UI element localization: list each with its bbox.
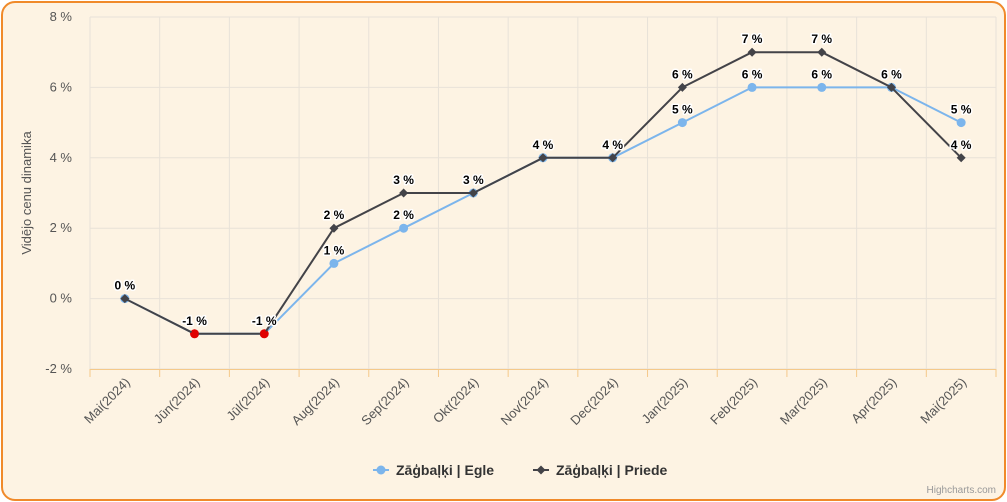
- data-point[interactable]: [956, 118, 966, 128]
- x-tick-label: Jūl(2024): [223, 375, 272, 424]
- x-tick-label: Apr(2025): [848, 375, 899, 426]
- data-label: 4 %: [602, 138, 623, 152]
- x-tick-label: Mai(2024): [81, 375, 133, 427]
- data-label: 5 %: [951, 103, 972, 117]
- data-labels: 1 % 2 % 5 % 6 % 6 % 5 % 0 % -1 % -1 % 2 % 3 % 3 % 4 …: [113, 31, 973, 330]
- series: [120, 47, 966, 339]
- x-tick-label: Okt(2024): [430, 375, 481, 426]
- data-point[interactable]: [677, 118, 687, 128]
- y-tick-label: 4 %: [50, 150, 73, 165]
- data-label: -1 %: [252, 314, 277, 328]
- x-tick-label: Mar(2025): [777, 375, 830, 428]
- data-label: 4 %: [951, 138, 972, 152]
- x-tick-label: Feb(2025): [707, 375, 760, 428]
- data-point[interactable]: [817, 82, 827, 92]
- data-label: 6 %: [742, 67, 763, 81]
- data-label: 6 %: [811, 67, 832, 81]
- legend-label[interactable]: Zāģbaļķi | Egle: [396, 462, 494, 478]
- y-tick-label: 6 %: [50, 79, 73, 94]
- data-label: 5 %: [672, 103, 693, 117]
- data-point[interactable]: [468, 188, 478, 198]
- x-axis: Mai(2024) Jūn(2024) Jūl(2024) Aug(2024) Sep(…: [81, 369, 997, 429]
- data-point[interactable]: [399, 188, 409, 198]
- series-line[interactable]: [124, 86, 962, 335]
- data-label: 2 %: [393, 208, 414, 222]
- data-label: 1 %: [324, 243, 345, 257]
- legend-label[interactable]: Zāģbaļķi | Priede: [556, 462, 668, 478]
- data-label: 7 %: [742, 32, 763, 46]
- data-label: 4 %: [533, 138, 554, 152]
- legend-symbol: [536, 465, 546, 475]
- data-point[interactable]: [608, 153, 618, 163]
- data-label: 2 %: [324, 208, 345, 222]
- data-point[interactable]: [747, 82, 757, 92]
- grid: [89, 16, 997, 370]
- x-tick-label: Aug(2024): [289, 375, 343, 429]
- x-tick-label: Sep(2024): [358, 375, 412, 429]
- y-axis-title: Vidējo cenu dinamika: [19, 131, 34, 255]
- line-chart: -2 % 0 % 2 % 4 % 6 % 8 % Mai(2024) Jūn(2024) Jū…: [19, 9, 997, 496]
- data-label: 6 %: [881, 67, 902, 81]
- y-tick-label: 0 %: [50, 291, 73, 306]
- credits[interactable]: Highcharts.com: [927, 485, 996, 496]
- data-point[interactable]: [190, 329, 200, 339]
- data-point[interactable]: [677, 82, 687, 92]
- x-tick-label: Dec(2024): [567, 375, 621, 429]
- data-point[interactable]: [329, 223, 339, 233]
- y-tick-label: -2 %: [45, 361, 72, 376]
- legend: Zāģbaļķi | Egle Zāģbaļķi | Priede: [373, 462, 668, 478]
- y-tick-label: 8 %: [50, 9, 73, 24]
- data-point[interactable]: [886, 82, 896, 92]
- data-label: 6 %: [672, 67, 693, 81]
- legend-symbol: [376, 465, 386, 475]
- data-label: 3 %: [393, 173, 414, 187]
- x-tick-label: Jūn(2024): [151, 375, 203, 427]
- y-axis: -2 % 0 % 2 % 4 % 6 % 8 %: [45, 9, 72, 376]
- data-point[interactable]: [538, 153, 548, 163]
- legend-item-egle[interactable]: Zāģbaļķi | Egle: [373, 462, 494, 478]
- data-label: -1 %: [182, 314, 207, 328]
- data-point[interactable]: [747, 47, 757, 57]
- y-tick-label: 2 %: [50, 220, 73, 235]
- data-label: 0 %: [115, 279, 136, 293]
- legend-item-priede[interactable]: Zāģbaļķi | Priede: [533, 462, 668, 478]
- data-point[interactable]: [817, 47, 827, 57]
- series-priede[interactable]: [120, 47, 966, 339]
- data-point[interactable]: [120, 294, 130, 304]
- series-egle[interactable]: [120, 82, 966, 339]
- x-tick-label: Nov(2024): [498, 375, 552, 429]
- x-tick-label: Jan(2025): [639, 375, 691, 427]
- data-point[interactable]: [956, 153, 966, 163]
- series-line[interactable]: [124, 51, 962, 335]
- data-point[interactable]: [329, 258, 339, 268]
- x-tick-label: Mai(2025): [917, 375, 969, 427]
- data-label: 3 %: [463, 173, 484, 187]
- data-point[interactable]: [399, 223, 409, 233]
- data-label: 7 %: [811, 32, 832, 46]
- data-point[interactable]: [259, 329, 269, 339]
